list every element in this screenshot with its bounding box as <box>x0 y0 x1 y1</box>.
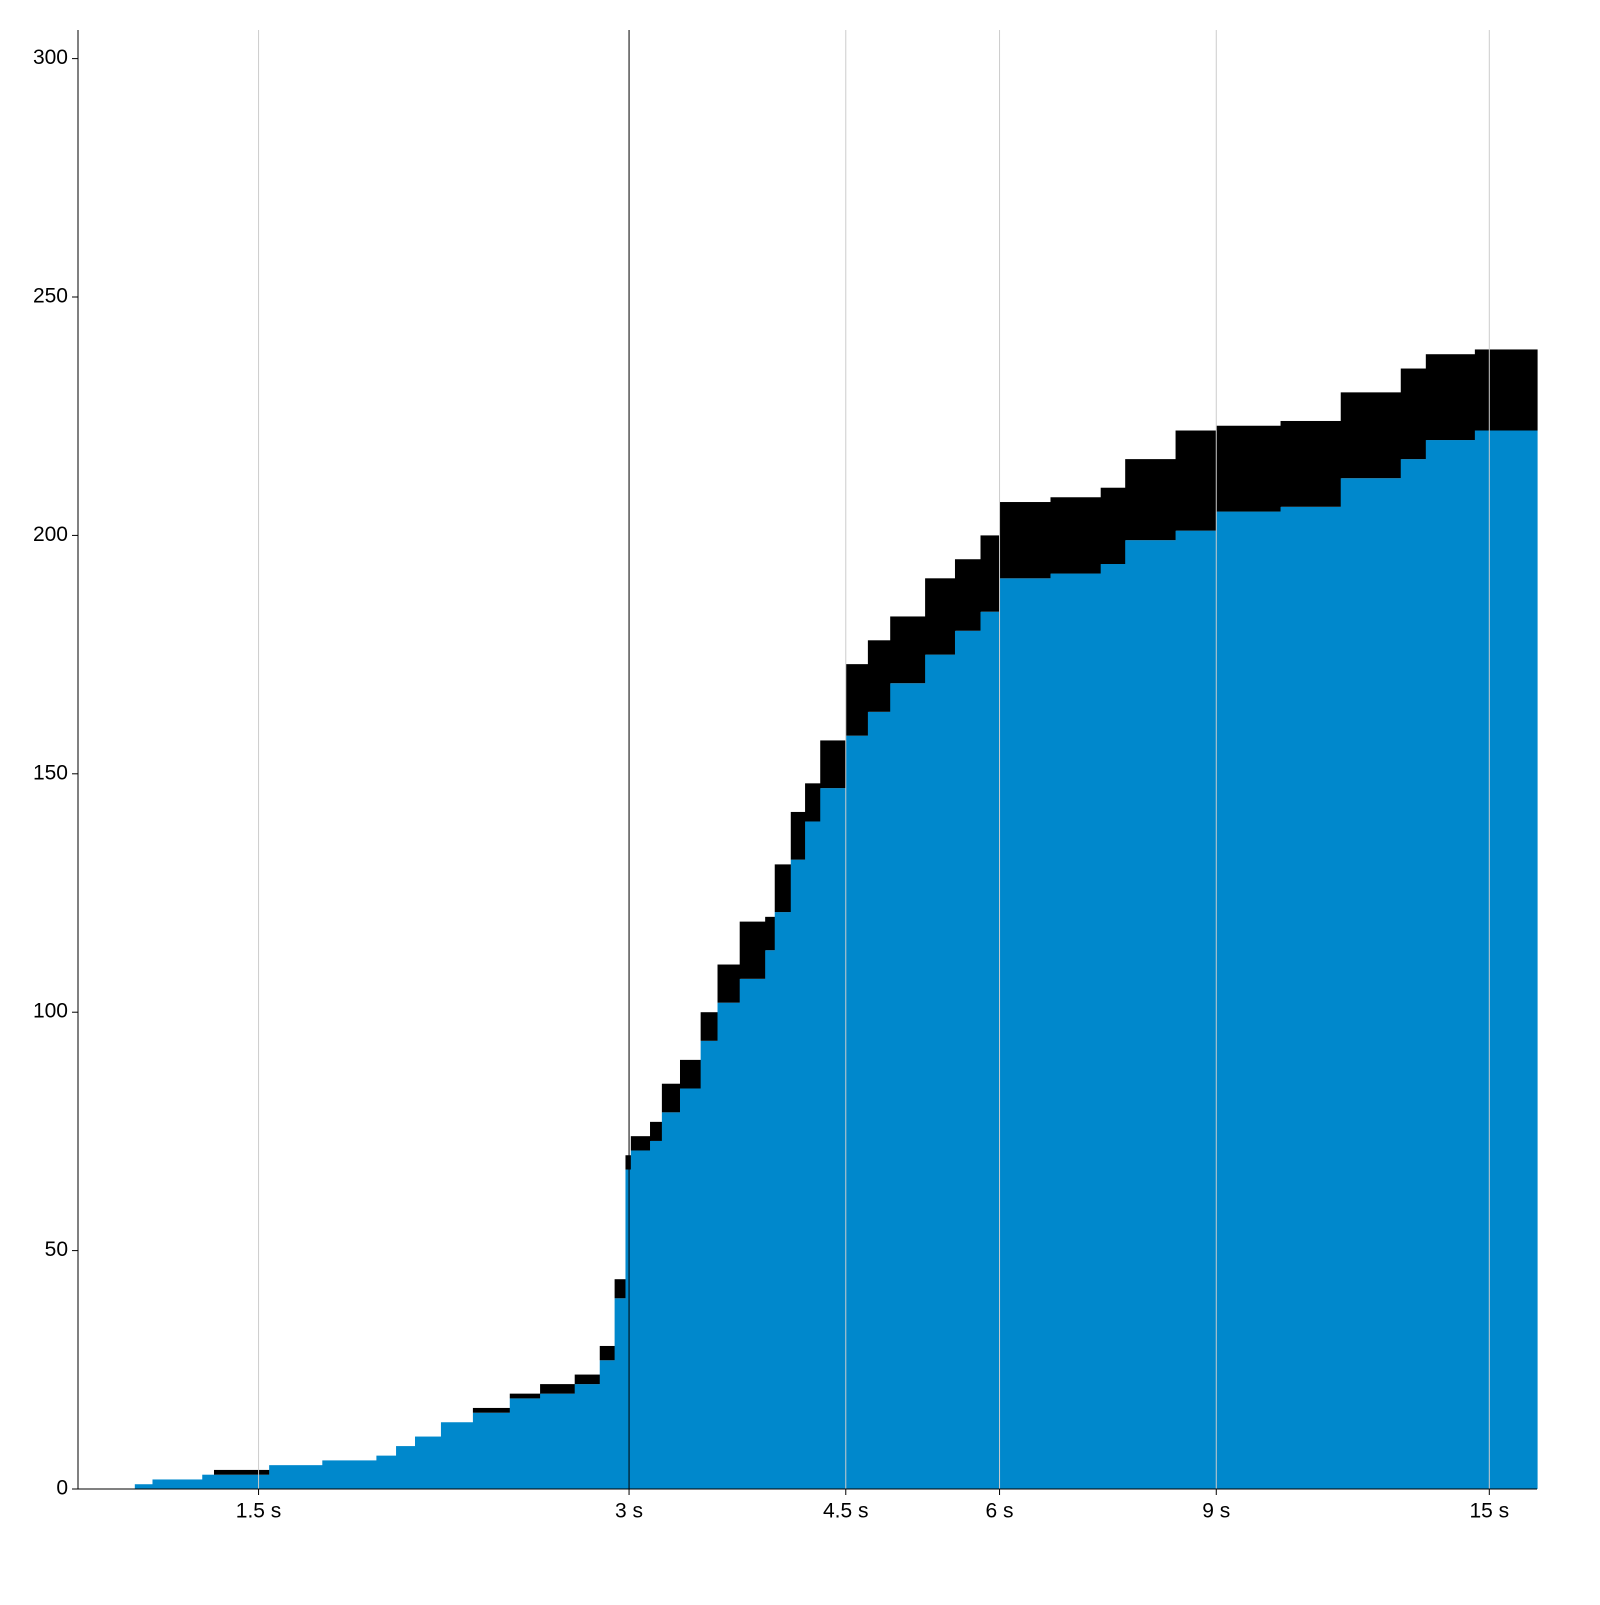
step-segment <box>925 578 956 655</box>
step-segment <box>1050 573 1102 1489</box>
x-tick-label: 6 s <box>986 1500 1014 1523</box>
step-segment <box>614 1279 627 1299</box>
step-segment <box>1280 420 1342 507</box>
step-segment <box>414 1436 442 1489</box>
step-segment <box>599 1360 616 1489</box>
step-segment <box>1425 440 1476 1489</box>
step-segment <box>954 559 982 631</box>
x-tick-label: 1.5 s <box>236 1500 282 1523</box>
step-segment <box>614 1298 627 1489</box>
step-segment <box>625 1155 632 1170</box>
y-tick-label: 200 <box>33 523 68 546</box>
step-segment <box>1125 459 1177 541</box>
step-segment <box>980 611 1001 1489</box>
step-segment <box>1175 530 1217 1489</box>
y-tick-label: 50 <box>45 1238 68 1261</box>
step-segment <box>1280 506 1342 1490</box>
step-segment <box>213 1474 270 1489</box>
y-tick-label: 300 <box>33 46 68 69</box>
step-segment <box>440 1422 474 1489</box>
step-segment <box>650 1121 663 1141</box>
step-segment <box>599 1345 616 1361</box>
step-segment <box>790 811 806 860</box>
step-segment <box>1175 430 1217 531</box>
step-segment <box>867 640 891 712</box>
step-segment <box>650 1140 663 1489</box>
step-segment <box>999 502 1052 579</box>
step-segment <box>1100 564 1126 1489</box>
x-tick-label: 9 s <box>1202 1500 1230 1523</box>
step-segment <box>269 1465 323 1489</box>
step-segment <box>805 821 821 1489</box>
step-segment <box>765 916 776 951</box>
step-segment <box>1216 425 1282 512</box>
step-segment <box>472 1412 511 1489</box>
step-segment <box>540 1384 576 1394</box>
x-tick-label: 3 s <box>615 1500 643 1523</box>
y-tick-label: 250 <box>33 285 68 308</box>
step-segment <box>509 1393 541 1399</box>
y-tick-label: 100 <box>33 1000 68 1023</box>
step-segment <box>540 1393 576 1489</box>
step-segment <box>867 711 891 1489</box>
step-segment <box>1100 487 1126 565</box>
step-segment <box>739 978 766 1489</box>
step-segment <box>1474 430 1538 1490</box>
step-segment <box>1425 354 1476 441</box>
step-segment <box>134 1484 154 1489</box>
y-tick-label: 150 <box>33 761 68 784</box>
step-segment <box>790 859 806 1489</box>
step-segment <box>890 683 926 1489</box>
step-segment <box>717 964 741 1003</box>
areas <box>134 349 1538 1490</box>
step-segment <box>1216 511 1282 1489</box>
step-segment <box>774 864 792 913</box>
step-segment <box>774 912 792 1489</box>
step-segment <box>717 1002 741 1489</box>
step-segment <box>661 1083 681 1113</box>
step-segment <box>630 1150 651 1489</box>
step-segment <box>213 1469 270 1475</box>
step-segment <box>472 1407 511 1413</box>
step-segment <box>152 1479 203 1489</box>
step-segment <box>954 630 982 1489</box>
step-segment <box>625 1169 632 1489</box>
step-segment <box>1125 540 1177 1489</box>
step-segment <box>396 1446 416 1489</box>
step-segment <box>999 578 1052 1489</box>
step-segment <box>509 1398 541 1489</box>
step-segment <box>805 783 821 822</box>
x-tick-label: 15 s <box>1469 1500 1509 1523</box>
step-segment <box>1474 349 1538 431</box>
step-segment <box>679 1088 702 1489</box>
step-segment <box>739 921 766 979</box>
step-segment <box>980 535 1001 612</box>
step-segment <box>322 1460 378 1489</box>
step-segment <box>700 1012 719 1041</box>
step-segment <box>1340 478 1402 1489</box>
step-segment <box>630 1136 651 1151</box>
step-segment <box>1400 459 1427 1489</box>
step-segment <box>845 735 869 1489</box>
step-segment <box>1340 392 1402 479</box>
grid <box>258 30 1490 1489</box>
step-segment <box>820 788 847 1489</box>
step-segment <box>1050 497 1102 574</box>
step-segment <box>845 664 869 736</box>
x-tick-label: 4.5 s <box>823 1500 869 1523</box>
step-segment <box>700 1040 719 1489</box>
step-segment <box>376 1455 397 1489</box>
step-segment <box>765 950 776 1489</box>
step-segment <box>661 1112 681 1489</box>
y-tick-label: 0 <box>56 1477 68 1500</box>
step-segment <box>925 654 956 1489</box>
step-segment <box>574 1374 601 1385</box>
step-segment <box>202 1474 215 1489</box>
step-segment <box>820 740 847 789</box>
step-segment <box>890 616 926 684</box>
step-segment <box>679 1059 702 1089</box>
step-segment <box>1400 368 1427 460</box>
step-segment <box>574 1384 601 1489</box>
